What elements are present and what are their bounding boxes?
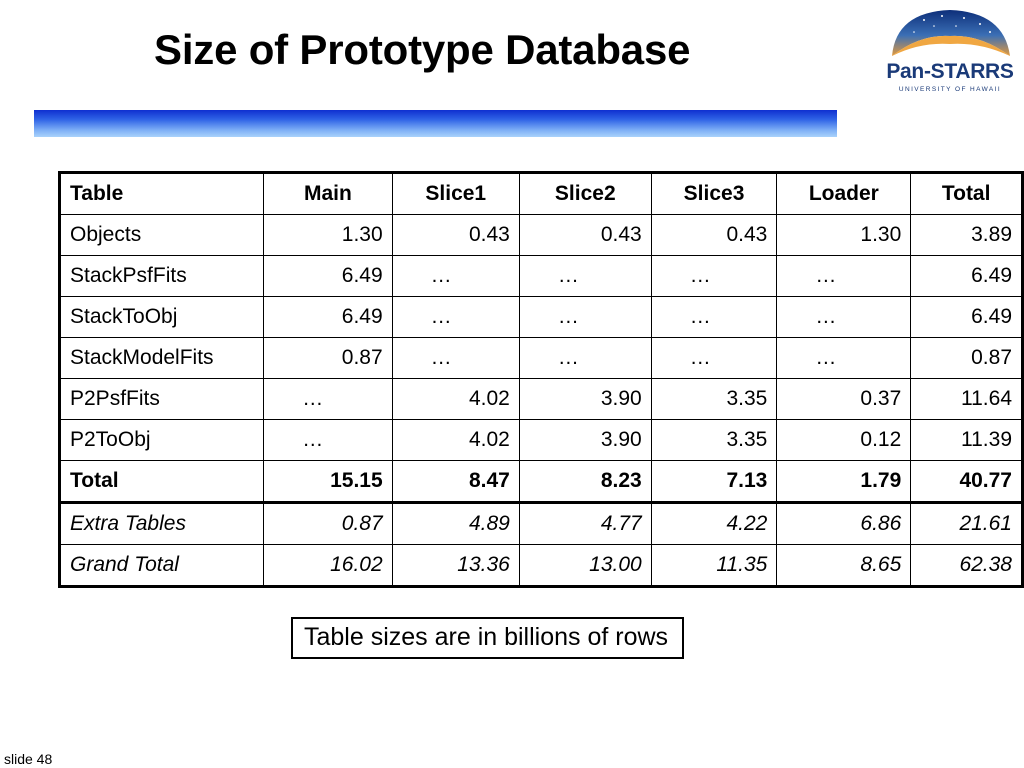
header-cell-loader: Loader [776, 172, 912, 215]
table-cell: 1.79 [776, 460, 912, 504]
title-underline-bar [34, 110, 837, 137]
row-label: StackModelFits [58, 337, 265, 379]
table-row-stackmodelfits: StackModelFits 0.87 … … … … 0.87 [58, 337, 1023, 379]
table-cell: 0.12 [776, 419, 912, 461]
header-cell-total: Total [910, 172, 1023, 215]
table-cell: 4.02 [391, 378, 520, 420]
table-cell: 0.43 [650, 214, 778, 256]
table-cell: … [650, 337, 778, 379]
table-cell: 4.02 [391, 419, 520, 461]
table-cell: 4.77 [518, 502, 652, 545]
table-cell: … [776, 296, 912, 338]
table-cell: 11.64 [910, 378, 1023, 420]
table-header-row: Table Main Slice1 Slice2 Slice3 Loader T… [58, 172, 1023, 215]
table-cell: 0.87 [910, 337, 1023, 379]
pan-starrs-logo: Pan-STARRS UNIVERSITY OF HAWAII [884, 6, 1016, 98]
table-cell: 3.90 [518, 419, 652, 461]
table-cell: 3.89 [910, 214, 1023, 256]
logo-name: Pan-STARRS [886, 60, 1014, 83]
table-cell: … [391, 296, 520, 338]
header-cell-slice1: Slice1 [391, 172, 520, 215]
header-cell-slice3: Slice3 [650, 172, 778, 215]
table-cell: 21.61 [910, 502, 1023, 545]
logo-sky-dome-icon [892, 10, 1010, 56]
row-label: Grand Total [58, 544, 265, 587]
table-cell: 40.77 [910, 460, 1023, 504]
header-cell-table: Table [58, 172, 265, 215]
table-cell: 6.49 [910, 296, 1023, 338]
table-cell: … [518, 255, 652, 297]
table-cell: 15.15 [263, 460, 393, 504]
table-cell: 16.02 [263, 544, 393, 587]
table-cell: 6.49 [263, 255, 393, 297]
row-label: P2ToObj [58, 419, 265, 461]
table-cell: 0.87 [263, 502, 393, 545]
table-row-extra-tables: Extra Tables 0.87 4.89 4.77 4.22 6.86 21… [58, 502, 1023, 545]
table-cell: 3.35 [650, 378, 778, 420]
table-cell: … [650, 255, 778, 297]
table-cell: 8.23 [518, 460, 652, 504]
header-cell-main: Main [263, 172, 393, 215]
slide-number: slide 48 [4, 751, 53, 767]
table-row-stackpsffits: StackPsfFits 6.49 … … … … 6.49 [58, 255, 1023, 297]
table-cell: 11.35 [650, 544, 778, 587]
table-row-objects: Objects 1.30 0.43 0.43 0.43 1.30 3.89 [58, 214, 1023, 256]
table-cell: 7.13 [650, 460, 778, 504]
table-cell: … [263, 419, 393, 461]
table-cell: 0.87 [263, 337, 393, 379]
table-cell: 8.47 [391, 460, 520, 504]
logo-subtitle: UNIVERSITY OF HAWAII [898, 86, 1002, 93]
table-cell: … [776, 337, 912, 379]
table-cell: 8.65 [776, 544, 912, 587]
table-cell: 6.49 [910, 255, 1023, 297]
row-label: P2PsfFits [58, 378, 265, 420]
table-row-grand-total: Grand Total 16.02 13.36 13.00 11.35 8.65… [58, 544, 1023, 587]
table-row-p2psffits: P2PsfFits … 4.02 3.90 3.35 0.37 11.64 [58, 378, 1023, 420]
table-row-total: Total 15.15 8.47 8.23 7.13 1.79 40.77 [58, 460, 1023, 504]
table-cell: 62.38 [910, 544, 1023, 587]
table-cell: … [776, 255, 912, 297]
row-label: Objects [58, 214, 265, 256]
table-cell: 0.43 [391, 214, 520, 256]
table-cell: … [263, 378, 393, 420]
table-cell: 0.37 [776, 378, 912, 420]
table-cell: 4.22 [650, 502, 778, 545]
table-cell: 3.35 [650, 419, 778, 461]
database-size-table: Table Main Slice1 Slice2 Slice3 Loader T… [58, 171, 1024, 588]
table-cell: … [650, 296, 778, 338]
table-cell: 13.00 [518, 544, 652, 587]
table-cell: 13.36 [391, 544, 520, 587]
row-label: StackPsfFits [58, 255, 265, 297]
table-cell: … [518, 296, 652, 338]
table-cell: … [518, 337, 652, 379]
units-note: Table sizes are in billions of rows [291, 617, 685, 659]
table-cell: 6.86 [776, 502, 912, 545]
table-row-p2toobj: P2ToObj … 4.02 3.90 3.35 0.12 11.39 [58, 419, 1023, 461]
table-row-stacktoobj: StackToObj 6.49 … … … … 6.49 [58, 296, 1023, 338]
table-cell: 1.30 [263, 214, 393, 256]
table-cell: 11.39 [910, 419, 1023, 461]
row-label: StackToObj [58, 296, 265, 338]
table-cell: … [391, 255, 520, 297]
table-cell: 0.43 [518, 214, 652, 256]
row-label: Total [58, 460, 265, 504]
row-label: Extra Tables [58, 502, 265, 545]
table-cell: 1.30 [776, 214, 912, 256]
table-cell: 6.49 [263, 296, 393, 338]
table-cell: 4.89 [391, 502, 520, 545]
header-cell-slice2: Slice2 [518, 172, 652, 215]
table-cell: 3.90 [518, 378, 652, 420]
slide-title: Size of Prototype Database [154, 26, 691, 73]
table-cell: … [391, 337, 520, 379]
